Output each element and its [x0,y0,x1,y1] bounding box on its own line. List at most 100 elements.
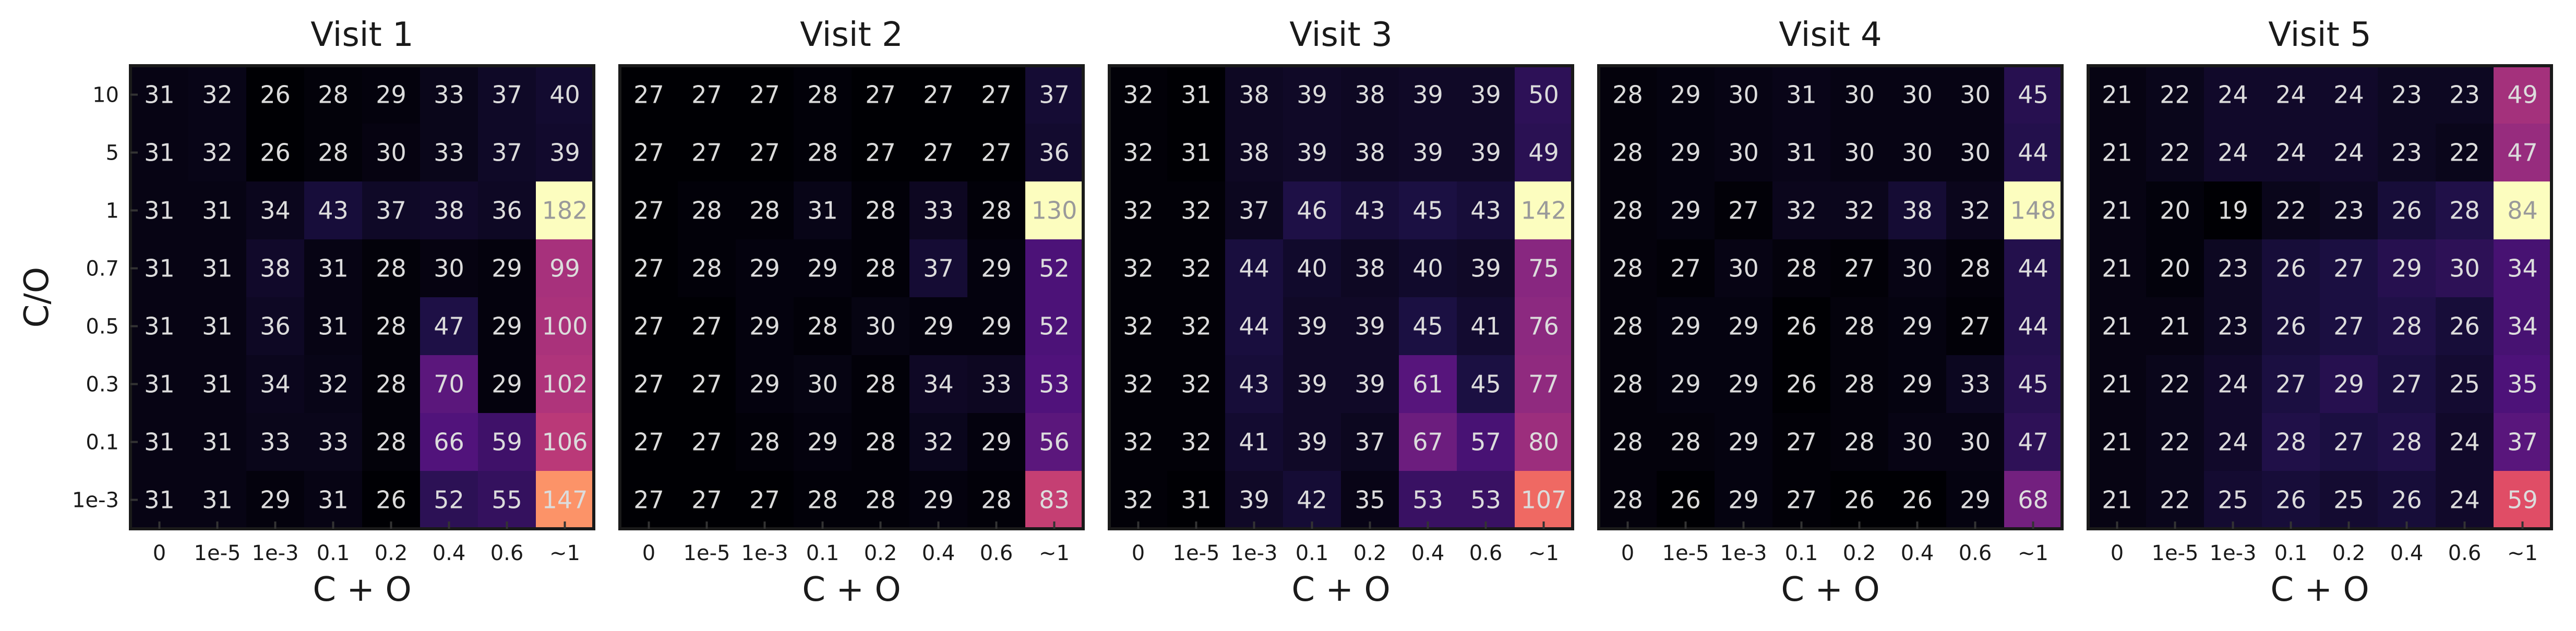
heatmap-cell [2204,239,2262,297]
x-tick-label: 0 [1132,541,1145,565]
cell-value-label: 22 [2160,139,2190,167]
panel-frame [1108,64,1574,530]
heatmap-cell [2320,413,2378,471]
heatmap-cell [909,66,967,124]
panel-title: Visit 2 [800,16,903,54]
heatmap-cell [420,124,478,181]
cell-value-label: 25 [2449,370,2480,398]
cell-value-label: 39 [1412,81,1443,109]
cell-value-label: 29 [749,312,780,341]
heatmap-cell [1830,471,1888,529]
cell-value-label: 29 [1728,370,1759,398]
panel-title: Visit 3 [1289,16,1392,54]
cell-value-label: 24 [2275,139,2306,167]
heatmap-cell [2378,181,2436,239]
heatmap-cell [620,471,678,529]
heatmap-cell [2004,181,2062,239]
heatmap-cell [1225,239,1283,297]
cell-value-label: 22 [2275,197,2306,225]
cell-value-label: 39 [1470,254,1501,283]
y-tick-label: 0.7 [86,257,119,281]
heatmap-cell [536,66,594,124]
cell-value-label: 99 [549,254,580,283]
heatmap-cell [2436,355,2494,413]
cell-value-label: 24 [2449,486,2480,514]
cell-value-label: 32 [923,428,954,456]
heatmap-cell [420,355,478,413]
heatmap-cell [2436,124,2494,181]
cell-value-label: 39 [1297,428,1327,456]
x-tick-label: 0.6 [490,541,524,565]
heatmap-cell [1888,471,1946,529]
cell-value-label: 30 [376,139,406,167]
heatmap-cell [1946,239,2004,297]
cell-value-label: 28 [807,312,838,341]
heatmap-cell [1283,355,1341,413]
cell-value-label: 21 [2102,312,2132,341]
heatmap-cell [2494,297,2551,355]
cell-value-label: 30 [1960,81,1991,109]
heatmap-cell [1715,181,1772,239]
cell-value-label: 28 [1670,428,1701,456]
x-tick-label: 0.2 [375,541,408,565]
cell-value-label: 32 [1844,197,1875,225]
y-tick-label: 0.1 [86,431,119,455]
cell-value-label: 19 [2218,197,2248,225]
heatmap-cell [967,355,1025,413]
heatmap-cell [478,355,536,413]
heatmap-cell [478,66,536,124]
heatmap-cell [852,124,909,181]
cell-value-label: 39 [1297,139,1327,167]
heatmap-cell [1515,181,1573,239]
cell-value-label: 38 [1902,197,1933,225]
heatmap-cell [2004,355,2062,413]
cell-value-label: 27 [865,139,896,167]
heatmap-cell [678,297,736,355]
heatmap-cell [678,66,736,124]
x-tick-label: 1e-5 [194,541,241,565]
cell-value-label: 31 [202,370,233,398]
heatmap-cell [188,239,246,297]
heatmap-cell [852,66,909,124]
x-tick-label: 0.4 [1411,541,1445,565]
heatmap-cell [852,471,909,529]
cell-value-label: 26 [1902,486,1933,514]
heatmap-cell [1399,66,1457,124]
cell-value-label: 28 [807,486,838,514]
cell-value-label: 80 [1528,428,1559,456]
heatmap-cell [1715,413,1772,471]
heatmap-cell [1167,239,1225,297]
cell-value-label: 59 [492,428,522,456]
cell-value-label: 30 [1902,139,1933,167]
heatmap-cell [1830,124,1888,181]
heatmap-cell [362,181,420,239]
heatmap-cell [736,239,794,297]
cell-value-label: 29 [749,370,780,398]
cell-value-label: 29 [1728,312,1759,341]
heatmap-cell [1657,181,1715,239]
heatmap-cell [420,297,478,355]
cell-value-label: 38 [1239,139,1269,167]
cell-value-label: 32 [1181,370,1212,398]
cell-value-label: 27 [2275,370,2306,398]
heatmap-cell [1167,124,1225,181]
x-tick-label: 0.1 [1296,541,1329,565]
heatmap-cell [852,297,909,355]
heatmap-cell [1515,66,1573,124]
cell-value-label: 26 [2391,197,2422,225]
cell-value-label: 31 [144,370,175,398]
heatmap-cell [1025,471,1083,529]
heatmap-cell [1399,124,1457,181]
heatmap-cell [2378,124,2436,181]
cell-value-label: 56 [1039,428,1070,456]
heatmap-cell [1025,239,1083,297]
heatmap-cell [794,297,852,355]
cell-value-label: 29 [1670,370,1701,398]
cell-value-label: 24 [2218,370,2248,398]
cell-value-label: 38 [1239,81,1269,109]
x-tick-label: 0.1 [806,541,840,565]
heatmap-cell [678,413,736,471]
cell-value-label: 27 [691,428,722,456]
heatmap-cell [2146,471,2204,529]
cell-value-label: 35 [1355,486,1385,514]
